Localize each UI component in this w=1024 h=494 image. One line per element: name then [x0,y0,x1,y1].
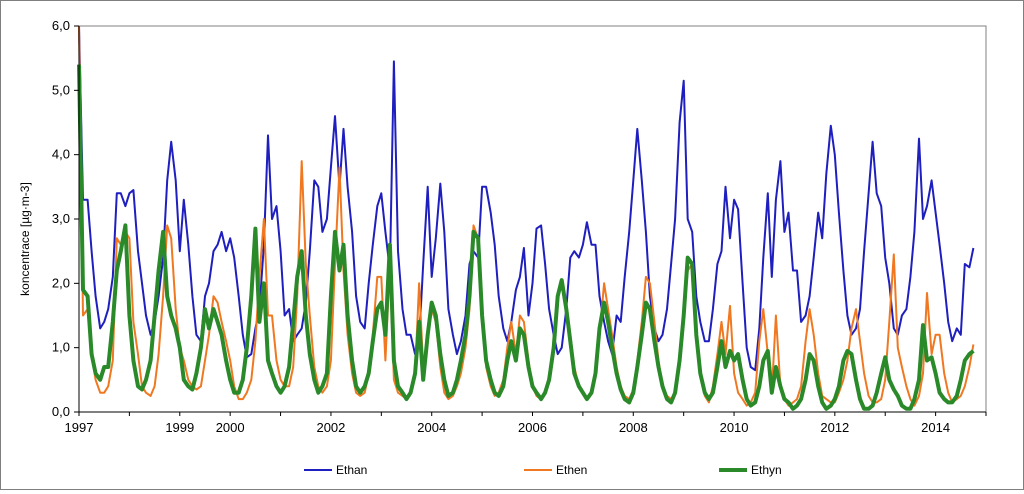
x-tick-label: 2010 [720,420,749,435]
x-tick-label: 2008 [619,420,648,435]
y-tick-label: 1,0 [52,340,70,355]
y-tick-label: 6,0 [52,18,70,33]
series-line-ethyn [77,64,975,411]
x-tick-label: 2004 [417,420,446,435]
x-tick-label: 1997 [65,420,94,435]
legend: Ethan Ethen Ethyn [304,463,782,477]
series-lines [77,25,975,411]
x-tick-label: 2006 [518,420,547,435]
x-tick-label: 1999 [165,420,194,435]
legend-label-ethyn: Ethyn [751,463,782,477]
axes: 0,0 1,0 2,0 3,0 4,0 5,0 6,0 1997 1999 2000 2002 200… [52,18,987,435]
x-tick-label: 2000 [216,420,245,435]
x-tick-label: 2012 [820,420,849,435]
y-tick-label: 3,0 [52,211,70,226]
plot-area [78,25,987,413]
y-tick-label: 5,0 [52,82,70,97]
legend-label-ethan: Ethan [336,463,367,477]
x-tick-label: 2002 [316,420,345,435]
y-axis-label: koncentrace [µg·m-3] [18,182,32,296]
y-tick-label: 0,0 [52,404,70,419]
y-tick-label: 2,0 [52,275,70,290]
plot-border [78,25,987,413]
y-tick-label: 4,0 [52,147,70,162]
x-tick-label: 2014 [921,420,950,435]
legend-label-ethen: Ethen [556,463,587,477]
series-line-ethan [78,25,975,372]
